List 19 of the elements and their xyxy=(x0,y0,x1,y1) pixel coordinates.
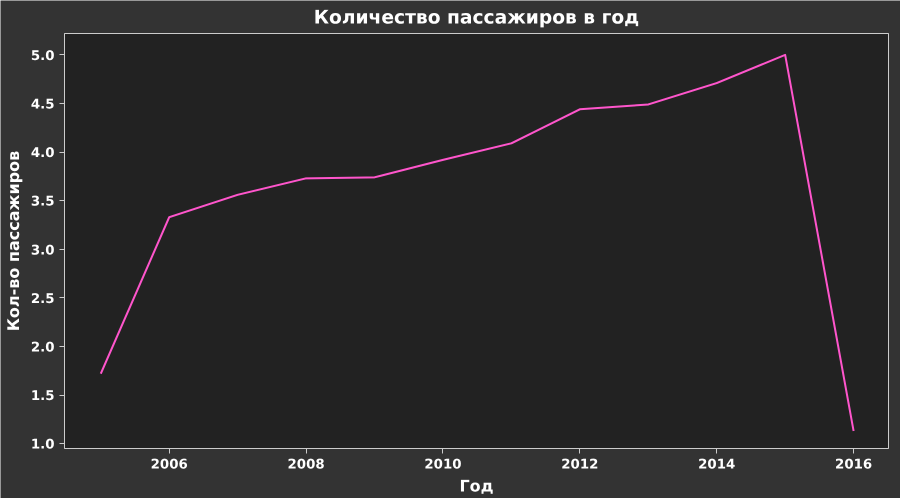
line-series xyxy=(100,54,855,432)
x-tick-label: 2016 xyxy=(835,458,872,472)
y-tick-label: 1.0 xyxy=(30,438,55,453)
y-tick-label: 3.0 xyxy=(30,243,55,258)
y-tick-label: 3.5 xyxy=(30,194,55,210)
x-tick-label: 2012 xyxy=(561,458,598,472)
x-axis-title: Год xyxy=(459,476,494,496)
y-tick-label: 5.0 xyxy=(30,48,55,64)
x-tick-label: 2010 xyxy=(424,458,462,472)
x-tick-label: 2008 xyxy=(288,458,325,472)
y-tick-label: 2.0 xyxy=(30,340,55,356)
y-tick-label: 4.5 xyxy=(30,97,55,112)
y-tick-label: 2.5 xyxy=(30,292,55,307)
y-tick-label: 1.5 xyxy=(30,389,55,404)
chart-title: Количество пассажиров в год xyxy=(314,8,640,28)
x-tick-label: 2006 xyxy=(150,458,188,472)
y-axis-title: Кол-во пассажиров xyxy=(4,150,23,332)
x-tick-label: 2014 xyxy=(698,458,736,472)
y-tick-label: 4.0 xyxy=(30,146,55,162)
